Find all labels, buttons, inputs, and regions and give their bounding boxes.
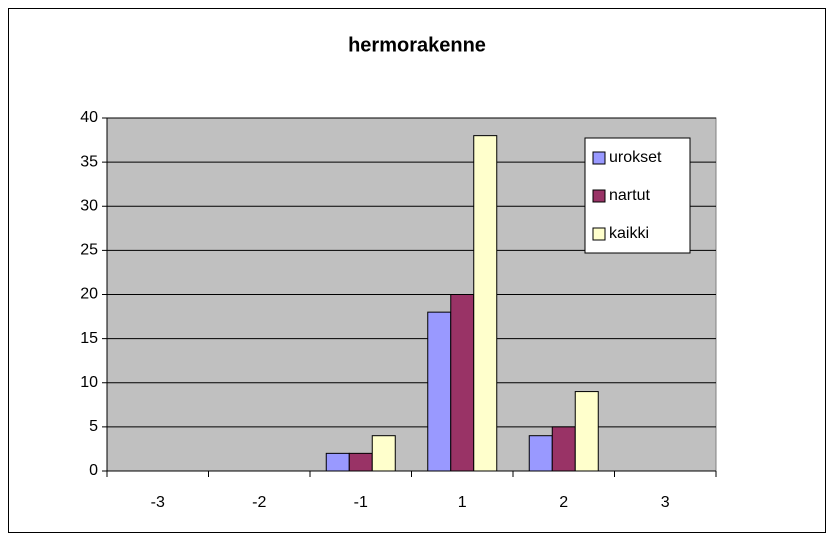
y-tick-label: 40	[80, 109, 98, 126]
y-tick-label: 10	[80, 374, 98, 391]
y-tick-label: 0	[89, 462, 98, 479]
y-tick-label: 30	[80, 197, 98, 214]
bar	[348, 452, 373, 472]
x-tick-label: 2	[559, 494, 568, 511]
bar	[528, 435, 553, 472]
bar	[450, 294, 475, 472]
y-tick-label: 15	[80, 330, 98, 347]
y-tick-label: 35	[80, 153, 98, 170]
x-tick-label: 1	[458, 494, 467, 511]
legend-swatch	[592, 227, 606, 241]
y-tick-label: 5	[89, 418, 98, 435]
x-tick-label: -3	[151, 494, 165, 511]
legend-label: nartut	[609, 187, 650, 204]
bar	[371, 435, 396, 472]
bar	[427, 311, 452, 472]
chart-title: hermorakenne	[348, 34, 486, 56]
bar	[551, 426, 576, 472]
y-tick-label: 20	[80, 286, 98, 303]
bar	[574, 391, 599, 472]
bar	[473, 135, 498, 472]
x-tick-label: 3	[661, 494, 670, 511]
x-tick-label: -2	[252, 494, 266, 511]
legend-label: kaikki	[609, 225, 649, 242]
legend-swatch	[592, 151, 606, 165]
bar	[325, 452, 350, 472]
y-tick-label: 25	[80, 242, 98, 259]
legend-label: urokset	[609, 149, 662, 166]
legend-swatch	[592, 189, 606, 203]
x-tick-label: -1	[354, 494, 368, 511]
